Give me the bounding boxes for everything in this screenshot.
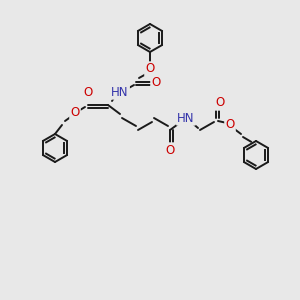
Text: O: O [225,118,235,131]
Text: HN: HN [177,112,195,124]
Text: HN: HN [111,85,129,98]
Text: O: O [215,97,225,110]
Text: O: O [165,143,175,157]
Text: O: O [152,76,160,88]
Text: O: O [146,62,154,76]
Text: O: O [83,85,93,98]
Text: O: O [70,106,80,118]
